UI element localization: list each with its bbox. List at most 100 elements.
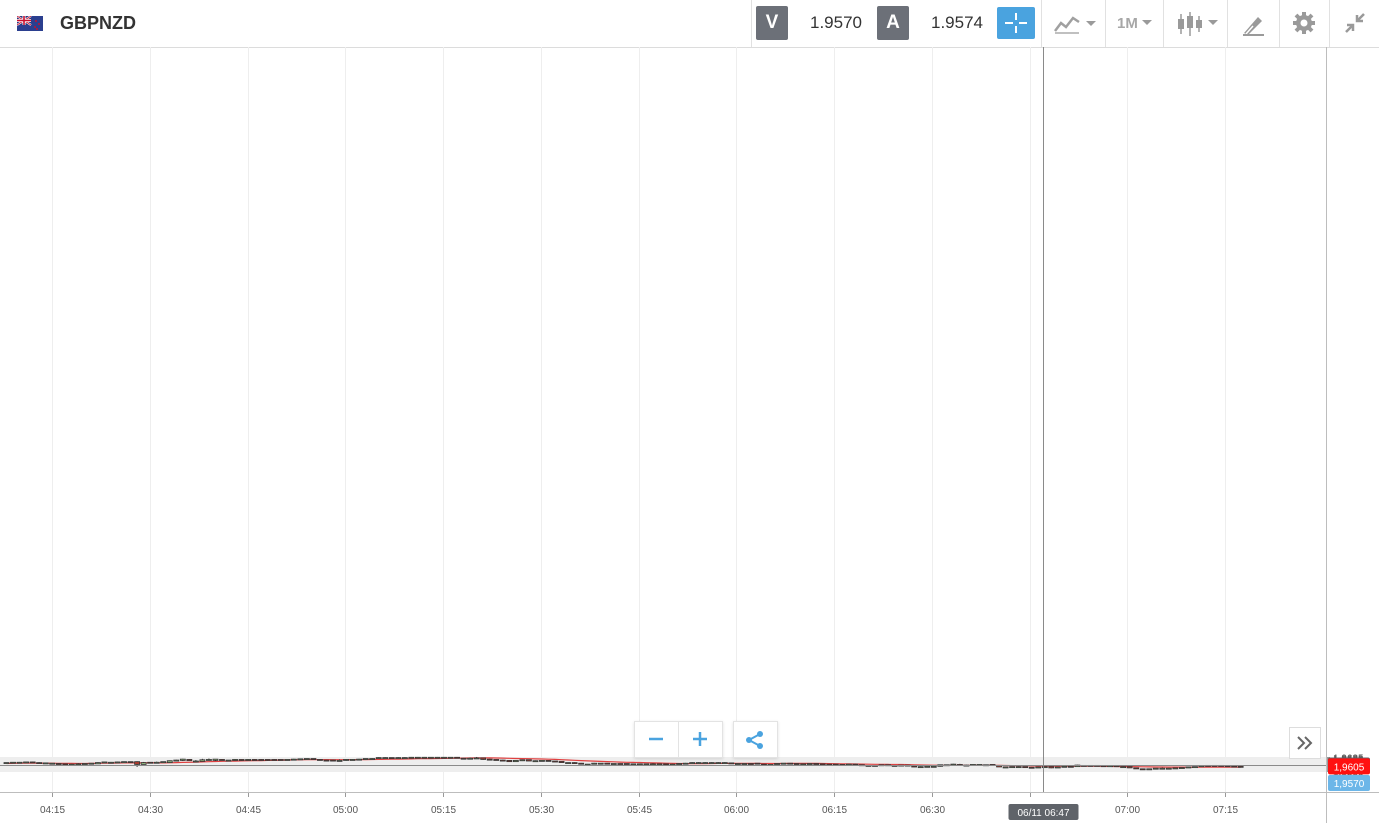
last-price-label: 1,9605 bbox=[1334, 762, 1365, 773]
candle-up bbox=[343, 759, 349, 761]
axis-lines bbox=[0, 47, 1379, 823]
candle-up bbox=[519, 759, 526, 762]
drawing-tools-button[interactable] bbox=[1228, 0, 1278, 47]
candle-down bbox=[911, 765, 918, 768]
candle-up bbox=[375, 757, 382, 759]
candle-up bbox=[428, 756, 434, 759]
candle-down bbox=[1022, 766, 1029, 769]
candle-style-button[interactable] bbox=[1164, 0, 1226, 47]
candle-down bbox=[852, 763, 859, 766]
sell-label: V bbox=[756, 6, 788, 40]
candle-up bbox=[140, 762, 147, 765]
minus-icon bbox=[649, 737, 663, 741]
candle-down bbox=[388, 757, 395, 759]
candle-down bbox=[578, 762, 585, 765]
candle-up bbox=[114, 761, 121, 764]
zoom-out-button[interactable] bbox=[635, 722, 678, 757]
x-tick-label: 05:45 bbox=[627, 805, 652, 816]
candle-up bbox=[532, 760, 539, 763]
candle-down bbox=[127, 761, 134, 764]
grid bbox=[0, 47, 1326, 792]
candle-up bbox=[23, 761, 29, 764]
candle-up bbox=[650, 763, 656, 766]
candle-up bbox=[597, 762, 604, 765]
candle-down bbox=[826, 763, 833, 766]
bid-price-label: 1,9570 bbox=[1334, 779, 1365, 790]
candle-up bbox=[369, 758, 376, 760]
candle-up bbox=[1192, 766, 1198, 769]
candle-down bbox=[813, 763, 820, 765]
candle-up bbox=[1159, 767, 1166, 770]
candle-up bbox=[421, 756, 428, 759]
candle-up bbox=[539, 759, 545, 762]
zoom-controls bbox=[634, 721, 723, 758]
x-tick-label: 06:15 bbox=[822, 805, 847, 816]
candle-up bbox=[1035, 766, 1042, 769]
candle-up bbox=[1009, 766, 1016, 769]
candle-down bbox=[29, 761, 36, 764]
gear-icon bbox=[1293, 12, 1315, 34]
price-chart[interactable]: 1,95901,95931,95951,95981,96001,96031,96… bbox=[0, 47, 1379, 823]
candle-up bbox=[1146, 768, 1153, 771]
zoom-in-button[interactable] bbox=[679, 722, 722, 757]
collapse-button[interactable] bbox=[1330, 0, 1379, 47]
divider bbox=[1279, 0, 1280, 47]
candle-up bbox=[702, 762, 709, 764]
candle-up bbox=[1179, 767, 1185, 769]
candle-down bbox=[36, 762, 43, 764]
candle-up bbox=[473, 757, 480, 760]
candle-up bbox=[349, 759, 356, 761]
divider bbox=[1329, 0, 1330, 47]
x-tick-label: 04:15 bbox=[40, 805, 65, 816]
candle-up bbox=[800, 763, 807, 766]
x-tick-label: 06:00 bbox=[724, 805, 749, 816]
candle-down bbox=[238, 759, 245, 761]
share-button[interactable] bbox=[733, 721, 778, 758]
timeframe-label: 1M bbox=[1117, 15, 1138, 32]
candle-down bbox=[663, 763, 669, 766]
candle-down bbox=[186, 759, 193, 762]
candle-up bbox=[336, 759, 343, 762]
candle-down bbox=[1133, 767, 1140, 770]
candle-down bbox=[323, 759, 330, 762]
scroll-to-latest-button[interactable] bbox=[1289, 727, 1321, 759]
candle-up bbox=[643, 763, 650, 766]
candle-up bbox=[1172, 767, 1179, 770]
candle-down bbox=[330, 759, 336, 762]
x-tick-label: 05:30 bbox=[529, 805, 554, 816]
candle-up bbox=[1165, 767, 1172, 770]
drawing-tools-icon bbox=[1241, 17, 1264, 36]
candle-down bbox=[271, 759, 278, 761]
x-tick-label: 07:15 bbox=[1213, 805, 1238, 816]
candle-up bbox=[206, 759, 212, 761]
timeframe-button[interactable]: 1M bbox=[1106, 0, 1162, 47]
candle-down bbox=[748, 763, 754, 765]
buy-price: 1.9574 bbox=[931, 13, 983, 32]
candle-up bbox=[610, 763, 617, 765]
settings-button[interactable] bbox=[1280, 0, 1328, 47]
collapse-icon bbox=[1345, 13, 1365, 33]
candle-up bbox=[16, 761, 23, 764]
chevron-down-icon bbox=[1208, 20, 1218, 25]
divider bbox=[751, 0, 752, 47]
candle-up bbox=[682, 762, 689, 765]
chart-type-button[interactable] bbox=[1042, 0, 1104, 47]
candle-up bbox=[395, 757, 402, 759]
candle-up bbox=[774, 763, 780, 765]
x-tick-label: 05:15 bbox=[431, 805, 456, 816]
candle-up bbox=[297, 758, 304, 761]
candle-up bbox=[441, 756, 447, 759]
crosshair-button[interactable] bbox=[996, 0, 1036, 47]
buy-button[interactable]: A 1.9574 bbox=[873, 0, 991, 47]
candle-down bbox=[1139, 768, 1146, 771]
candle-up bbox=[584, 763, 591, 766]
candle-down bbox=[493, 759, 500, 761]
divider bbox=[1041, 0, 1042, 47]
candle-up bbox=[434, 756, 441, 759]
candle-up bbox=[173, 759, 180, 762]
candle-up bbox=[1061, 765, 1068, 768]
candle-down bbox=[454, 756, 460, 759]
candle-up bbox=[630, 763, 637, 766]
sell-button[interactable]: V 1.9570 bbox=[752, 0, 870, 47]
crosshair-bg bbox=[997, 7, 1035, 39]
